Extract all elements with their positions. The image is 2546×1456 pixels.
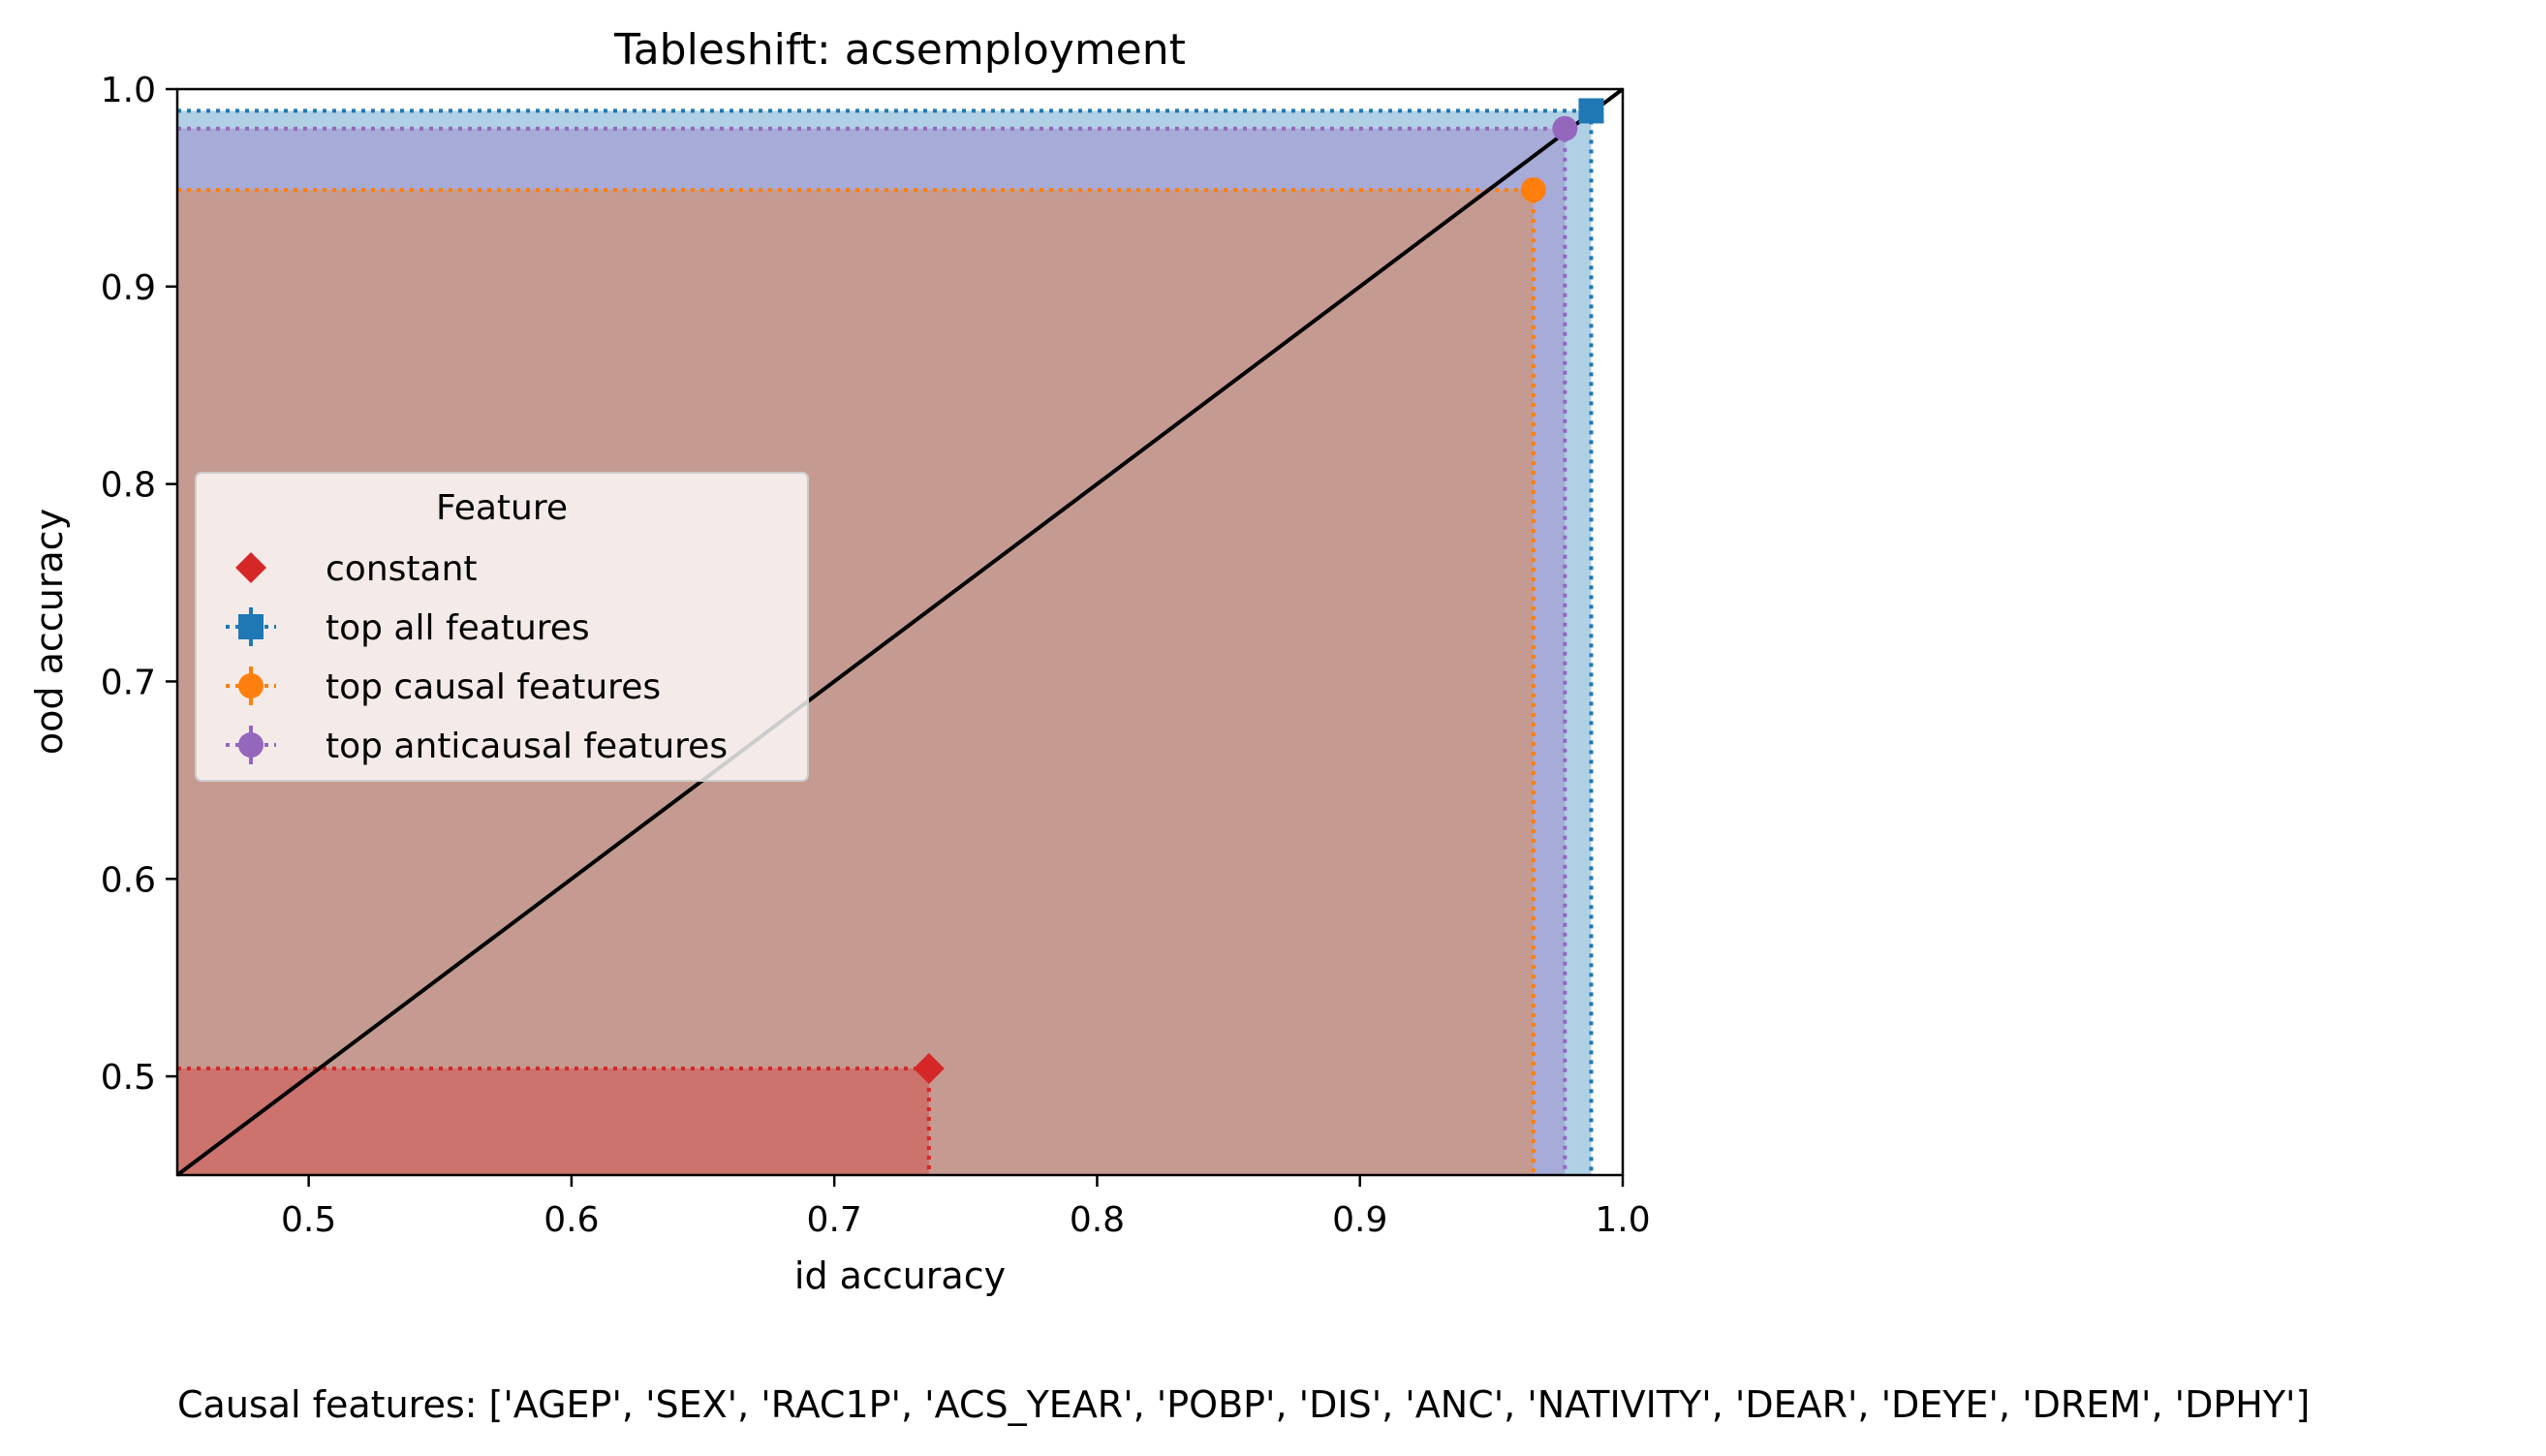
legend-label-3: top anticausal features <box>326 727 728 766</box>
x-tick-label-0: 0.5 <box>281 1200 336 1240</box>
guide-lines <box>177 108 1594 1175</box>
legend-marker-1 <box>238 614 264 639</box>
x-ticks: 0.5 0.6 0.7 0.8 0.9 1.0 <box>281 1175 1651 1240</box>
y-ticks: 0.5 0.6 0.7 0.8 0.9 1.0 <box>101 71 177 1098</box>
marker-1 <box>1578 98 1604 124</box>
legend: Feature constant top all features top causa… <box>195 472 809 782</box>
legend-marker-2 <box>238 673 264 698</box>
y-tick-label-3: 0.8 <box>101 466 156 506</box>
y-tick-label-5: 1.0 <box>101 71 156 110</box>
legend-marker-0 <box>235 552 266 583</box>
legend-marker-3 <box>238 732 264 758</box>
causal-features-note: Causal features: ['AGEP', 'SEX', 'RAC1P'… <box>177 1383 2311 1426</box>
x-tick-label-5: 1.0 <box>1595 1200 1650 1240</box>
chart-title: Tableshift: acsemployment <box>613 25 1186 75</box>
legend-label-0: constant <box>326 549 478 589</box>
legend-box <box>195 472 809 782</box>
region-0 <box>177 1068 929 1175</box>
y-tick-label-4: 0.9 <box>101 268 156 308</box>
markers <box>913 98 1604 1084</box>
x-tick-label-1: 0.6 <box>543 1200 599 1240</box>
y-tick-label-1: 0.6 <box>101 860 156 900</box>
marker-3 <box>1552 115 1578 141</box>
x-axis-label: id accuracy <box>794 1255 1006 1297</box>
y-tick-label-0: 0.5 <box>101 1058 156 1098</box>
x-tick-label-3: 0.8 <box>1070 1200 1125 1240</box>
legend-label-1: top all features <box>326 608 590 648</box>
legend-label-2: top causal features <box>326 667 661 707</box>
y-tick-label-2: 0.7 <box>101 663 156 702</box>
y-axis-label: ood accuracy <box>28 509 71 755</box>
x-tick-label-4: 0.9 <box>1332 1200 1387 1240</box>
marker-0 <box>913 1052 945 1084</box>
plot-frame <box>175 87 1625 1177</box>
x-tick-label-2: 0.7 <box>807 1200 862 1240</box>
diagonal-line <box>175 87 1625 1177</box>
legend-title: Feature <box>436 488 568 528</box>
marker-2 <box>1520 176 1546 202</box>
